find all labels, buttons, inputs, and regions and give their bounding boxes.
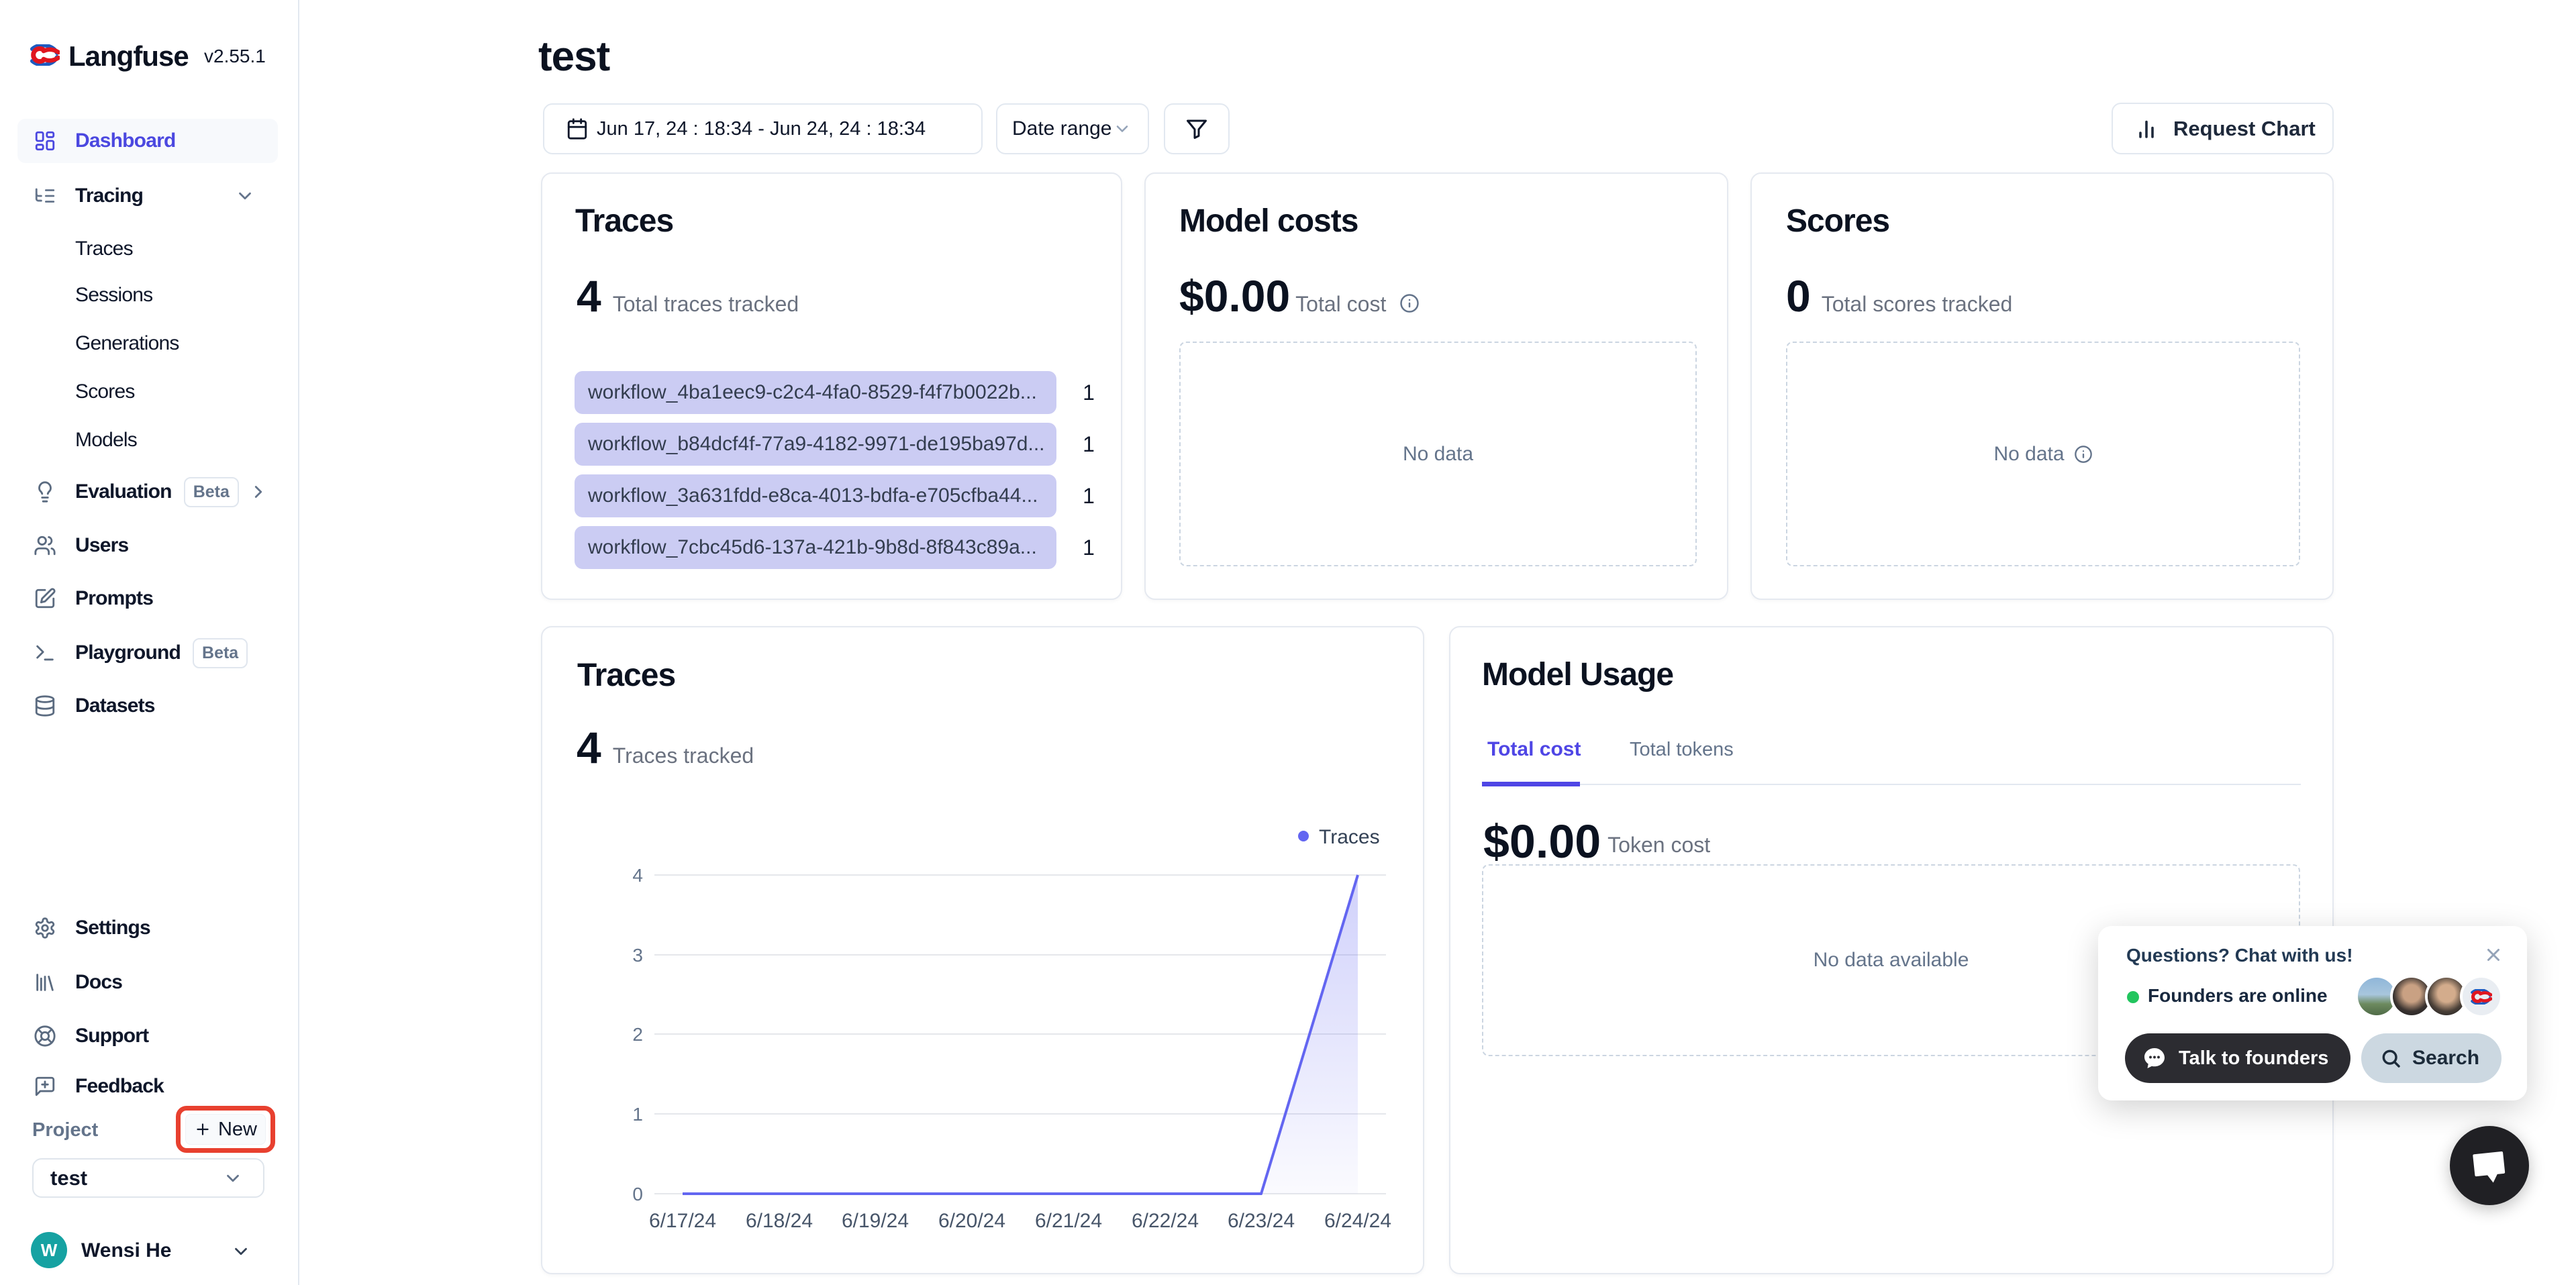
svg-text:6/17/24: 6/17/24 xyxy=(649,1210,716,1232)
svg-text:1: 1 xyxy=(632,1104,643,1125)
svg-text:6/24/24: 6/24/24 xyxy=(1324,1210,1391,1232)
svg-text:6/18/24: 6/18/24 xyxy=(746,1210,813,1232)
svg-text:Traces: Traces xyxy=(1319,826,1380,848)
svg-text:6/20/24: 6/20/24 xyxy=(938,1210,1005,1232)
svg-text:6/22/24: 6/22/24 xyxy=(1132,1210,1199,1232)
svg-text:2: 2 xyxy=(632,1024,643,1045)
svg-text:6/19/24: 6/19/24 xyxy=(842,1210,909,1232)
svg-text:6/23/24: 6/23/24 xyxy=(1228,1210,1295,1232)
svg-text:4: 4 xyxy=(632,865,643,886)
svg-text:6/21/24: 6/21/24 xyxy=(1035,1210,1102,1232)
svg-text:0: 0 xyxy=(632,1184,643,1204)
svg-text:3: 3 xyxy=(632,945,643,966)
